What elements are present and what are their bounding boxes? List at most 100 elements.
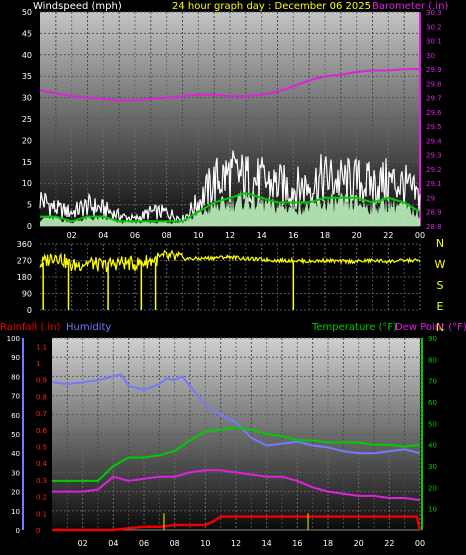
barometer-tick-label: 30 (426, 52, 435, 60)
humidity-axis-label: Humidity (66, 322, 111, 333)
rainfall-tick-label: 0.4 (36, 460, 48, 468)
humidity-tick-label: 70 (11, 393, 20, 401)
x-tick-label: 14 (257, 231, 267, 240)
wind-tick-label: 15 (22, 158, 32, 167)
compass-label: N (436, 237, 444, 250)
humidity-tick-label: 60 (11, 412, 20, 420)
x-tick-label: 16 (292, 539, 302, 548)
wind-tick-label: 30 (22, 94, 32, 103)
rainfall-tick-label: 0.1 (36, 510, 47, 518)
x-tick-label: 20 (352, 231, 362, 240)
rainfall-tick-label: 0.2 (36, 494, 47, 502)
humidity-tick-label: 20 (11, 489, 20, 497)
x-tick-label: 06 (130, 231, 140, 240)
x-tick-label: 04 (108, 539, 118, 548)
temperature-axis-label: Temperature (°F) (311, 322, 397, 333)
barometer-tick-label: 29.5 (426, 123, 442, 131)
compass-label: N (436, 321, 444, 334)
humidity-tick-label: 90 (11, 354, 20, 362)
rainfall-tick-label: 0.5 (36, 444, 47, 452)
chart-labels: Windspeed (mph) 24 hour graph day : Dece… (0, 1, 466, 333)
rainfall-tick-label: 0.6 (36, 427, 48, 435)
wind-tick-label: 10 (22, 179, 32, 188)
temperature-tick-label: 90 (428, 335, 437, 343)
x-tick-label: 04 (98, 231, 108, 240)
compass-label: E (437, 300, 444, 313)
barometer-tick-label: 29.9 (426, 66, 442, 74)
rain-humidity-temperature-panel: 010203040506070809010000.10.20.30.40.50.… (7, 335, 437, 548)
barometer-tick-label: 29.6 (426, 109, 442, 117)
rainfall-tick-label: 0 (36, 527, 40, 535)
wind-barometer-panel: 0 5 10 15 20 25 30 35 40 45 50 28.8 28.9 29 29.1 29.2 29… (22, 8, 442, 240)
wind-gust-series (39, 150, 421, 224)
x-tick-label: 18 (323, 539, 333, 548)
barometer-tick-label: 30.1 (426, 38, 442, 46)
barometer-tick-label: 29 (426, 194, 435, 202)
rainfall-series (52, 515, 422, 532)
barometer-axis-label: Barometer (.in) (372, 1, 448, 12)
rainfall-tick-label: 1 (36, 360, 40, 368)
x-tick-label: 10 (200, 539, 210, 548)
barometer-tick-label: 29.1 (426, 180, 442, 188)
x-tick-label: 06 (139, 539, 149, 548)
temperature-tick-label: 80 (428, 356, 437, 364)
wind-direction-series (39, 249, 421, 273)
wind-tick-label: 0 (27, 222, 32, 231)
x-tick-label: 08 (170, 539, 180, 548)
rainfall-tick-label: 0.9 (36, 377, 47, 385)
temperature-tick-label: 50 (428, 420, 437, 428)
compass-label: S (437, 279, 444, 292)
direction-tick-label: 0 (27, 306, 32, 315)
x-tick-label: 22 (384, 539, 394, 548)
wind-tick-label: 5 (27, 201, 32, 210)
barometer-tick-label: 28.8 (426, 223, 442, 231)
barometer-tick-label: 29.4 (426, 137, 442, 145)
x-tick-label: 14 (262, 539, 272, 548)
compass-label: W (435, 258, 446, 271)
direction-tick-label: 360 (17, 240, 32, 249)
temperature-tick-label: 20 (428, 484, 437, 492)
humidity-tick-label: 50 (11, 431, 20, 439)
direction-tick-label: 180 (17, 273, 32, 282)
wind-average-area (40, 189, 420, 226)
x-tick-label: 00 (415, 231, 425, 240)
x-tick-label: 00 (415, 539, 425, 548)
x-tick-label: 18 (320, 231, 330, 240)
wind-average-series (40, 191, 421, 223)
x-tick-label: 22 (383, 231, 393, 240)
humidity-tick-label: 10 (11, 508, 20, 516)
x-tick-label: 02 (67, 231, 77, 240)
wind-tick-label: 50 (22, 8, 32, 17)
direction-tick-label: 270 (17, 257, 32, 266)
humidity-series (51, 373, 421, 455)
temperature-tick-label: 60 (428, 399, 437, 407)
x-tick-label: 02 (78, 539, 88, 548)
rainfall-tick-label: 0.8 (36, 393, 47, 401)
x-tick-label: 10 (193, 231, 203, 240)
barometer-tick-label: 28.9 (426, 209, 442, 217)
humidity-tick-label: 0 (16, 527, 20, 535)
temperature-tick-label: 10 (428, 506, 437, 514)
x-tick-label: 08 (162, 231, 172, 240)
wind-tick-label: 20 (22, 136, 32, 145)
temperature-tick-label: 70 (428, 378, 437, 386)
rainfall-tick-label: 1.1 (36, 343, 47, 351)
rainfall-tick-label: 0.7 (36, 410, 47, 418)
x-tick-label: 20 (354, 539, 364, 548)
humidity-tick-label: 80 (11, 373, 20, 381)
wind-axis-label: Windspeed (mph) (33, 1, 122, 12)
rainfall-axis-label: Rainfall (.in) (0, 322, 61, 333)
temperature-tick-label: 40 (428, 442, 437, 450)
barometer-tick-label: 29.8 (426, 80, 442, 88)
wind-tick-label: 35 (22, 72, 32, 81)
temperature-tick-label: 30 (428, 463, 437, 471)
humidity-tick-label: 40 (11, 450, 20, 458)
temperature-series (52, 426, 421, 482)
humidity-tick-label: 30 (11, 469, 20, 477)
wind-tick-label: 40 (22, 51, 32, 60)
dew-point-axis-label: Dew Point (°F) (395, 322, 466, 333)
chart-title: 24 hour graph day : December 06 2025 (172, 1, 371, 12)
rainfall-tick-label: 0.3 (36, 477, 47, 485)
